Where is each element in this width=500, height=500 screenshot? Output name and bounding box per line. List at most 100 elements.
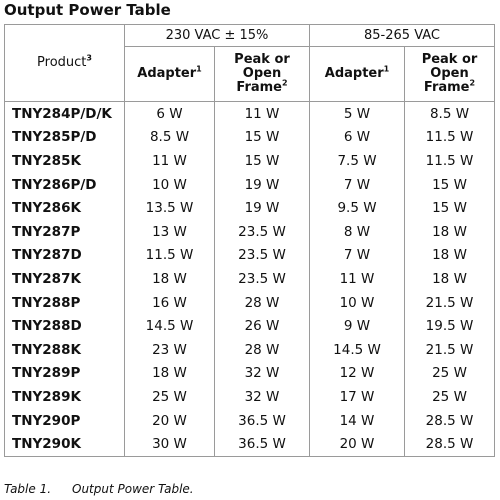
adapter-85-cell: 14.5 W: [309, 337, 405, 362]
peak-230-cell: 23.5 W: [214, 267, 310, 291]
peak-230-cell: 28 W: [214, 337, 310, 362]
adapter-230-cell: 14.5 W: [124, 314, 215, 338]
product-cell: TNY287P: [4, 219, 125, 244]
peak-85-cell: 18 W: [403, 243, 496, 268]
product-cell: TNY290K: [4, 432, 125, 457]
table-row: TNY286P/D 10 W 19 W 7 W 15 W: [4, 172, 496, 197]
table-row: TNY288K 23 W 28 W 14.5 W 21.5 W: [4, 337, 496, 362]
peak-85-cell: 8.5 W: [403, 101, 496, 126]
table-header: Product3 230 VAC ± 15% 85-265 VAC Adapte…: [4, 24, 496, 102]
header-adapter-label: Adapter: [324, 66, 384, 81]
adapter-85-cell: 5 W: [309, 101, 405, 126]
adapter-230-cell: 10 W: [124, 172, 215, 197]
peak-230-cell: 32 W: [214, 361, 310, 386]
product-cell: TNY284P/D/K: [4, 101, 125, 126]
header-peak-85: Peak or Open Frame2: [403, 46, 496, 102]
table-row: TNY289P 18 W 32 W 12 W 25 W: [4, 361, 496, 386]
header-adapter-label: Adapter: [137, 66, 197, 81]
peak-230-cell: 26 W: [214, 314, 310, 338]
adapter-230-cell: 20 W: [124, 408, 215, 433]
peak-85-cell: 21.5 W: [403, 290, 496, 315]
table-row: TNY285P/D 8.5 W 15 W 6 W 11.5 W: [4, 125, 496, 150]
adapter-85-cell: 20 W: [309, 432, 405, 457]
peak-85-cell: 25 W: [403, 385, 496, 409]
peak-230-cell: 19 W: [214, 196, 310, 220]
peak-85-cell: 21.5 W: [403, 337, 496, 362]
adapter-230-cell: 13 W: [124, 219, 215, 244]
adapter-85-cell: 17 W: [309, 385, 405, 409]
table-row: TNY289K 25 W 32 W 17 W 25 W: [4, 385, 496, 409]
header-peak-footnote: 2: [282, 78, 288, 88]
peak-85-cell: 19.5 W: [403, 314, 496, 338]
product-cell: TNY287D: [4, 243, 125, 268]
adapter-230-cell: 6 W: [124, 101, 215, 126]
product-cell: TNY287K: [4, 267, 125, 291]
product-cell: TNY289P: [4, 361, 125, 386]
adapter-85-cell: 7.5 W: [309, 149, 405, 173]
product-cell: TNY285K: [4, 149, 125, 173]
product-cell: TNY290P: [4, 408, 125, 433]
header-group-85-265vac: 85-265 VAC: [308, 24, 496, 47]
peak-85-cell: 18 W: [403, 267, 496, 291]
peak-85-cell: 11.5 W: [403, 125, 496, 150]
adapter-85-cell: 11 W: [309, 267, 405, 291]
product-cell: TNY285P/D: [4, 125, 125, 150]
adapter-230-cell: 30 W: [124, 432, 215, 457]
peak-230-cell: 23.5 W: [214, 243, 310, 268]
header-peak-line1: Peak or: [421, 52, 478, 67]
header-product: Product3: [4, 24, 125, 102]
table-row: TNY287P 13 W 23.5 W 8 W 18 W: [4, 219, 496, 244]
header-adapter-85: Adapter1: [309, 46, 405, 102]
peak-230-cell: 23.5 W: [214, 219, 310, 244]
header-peak-line1: Peak or: [234, 52, 290, 67]
peak-85-cell: 18 W: [403, 219, 496, 244]
adapter-85-cell: 7 W: [309, 172, 405, 197]
peak-85-cell: 15 W: [403, 172, 496, 197]
output-power-table: Product3 230 VAC ± 15% 85-265 VAC Adapte…: [4, 24, 496, 457]
peak-230-cell: 15 W: [214, 125, 310, 150]
table-row: TNY288P 16 W 28 W 10 W 21.5 W: [4, 290, 496, 315]
peak-230-cell: 15 W: [214, 149, 310, 173]
adapter-230-cell: 18 W: [124, 361, 215, 386]
table-title: Output Power Table: [4, 1, 171, 19]
header-peak-230: Peak or Open Frame2: [214, 46, 310, 102]
table-row: TNY290P 20 W 36.5 W 14 W 28.5 W: [4, 408, 496, 433]
header-peak-line3: Frame: [423, 80, 470, 95]
table-row: TNY290K 30 W 36.5 W 20 W 28.5 W: [4, 432, 496, 457]
header-peak-line2: Open: [430, 66, 469, 81]
adapter-85-cell: 14 W: [309, 408, 405, 433]
header-adapter-footnote: 1: [196, 64, 202, 74]
adapter-85-cell: 12 W: [309, 361, 405, 386]
adapter-85-cell: 10 W: [309, 290, 405, 315]
table-row: TNY287D 11.5 W 23.5 W 7 W 18 W: [4, 243, 496, 268]
product-cell: TNY288K: [4, 337, 125, 362]
adapter-230-cell: 25 W: [124, 385, 215, 409]
adapter-85-cell: 6 W: [309, 125, 405, 150]
adapter-85-cell: 9.5 W: [309, 196, 405, 220]
table-caption: Table 1. Output Power Table.: [4, 481, 194, 497]
adapter-230-cell: 11.5 W: [124, 243, 215, 268]
adapter-230-cell: 23 W: [124, 337, 215, 362]
product-cell: TNY288P: [4, 290, 125, 315]
caption-text: Output Power Table.: [72, 482, 194, 496]
header-peak-line3: Frame: [236, 80, 283, 95]
product-cell: TNY288D: [4, 314, 125, 338]
header-product-footnote: 3: [86, 53, 92, 63]
peak-230-cell: 32 W: [214, 385, 310, 409]
product-cell: TNY286K: [4, 196, 125, 220]
table-row: TNY286K 13.5 W 19 W 9.5 W 15 W: [4, 196, 496, 220]
peak-230-cell: 36.5 W: [214, 408, 310, 433]
table-row: TNY287K 18 W 23.5 W 11 W 18 W: [4, 267, 496, 291]
adapter-230-cell: 8.5 W: [124, 125, 215, 150]
header-group-230vac: 230 VAC ± 15%: [124, 24, 310, 47]
adapter-85-cell: 9 W: [309, 314, 405, 338]
peak-230-cell: 28 W: [214, 290, 310, 315]
peak-85-cell: 11.5 W: [403, 149, 496, 173]
adapter-230-cell: 16 W: [124, 290, 215, 315]
peak-85-cell: 15 W: [403, 196, 496, 220]
header-peak-footnote: 2: [469, 78, 476, 88]
peak-85-cell: 28.5 W: [403, 432, 496, 457]
caption-number: Table 1.: [4, 482, 52, 496]
product-cell: TNY286P/D: [4, 172, 125, 197]
header-adapter-footnote: 1: [383, 64, 390, 74]
